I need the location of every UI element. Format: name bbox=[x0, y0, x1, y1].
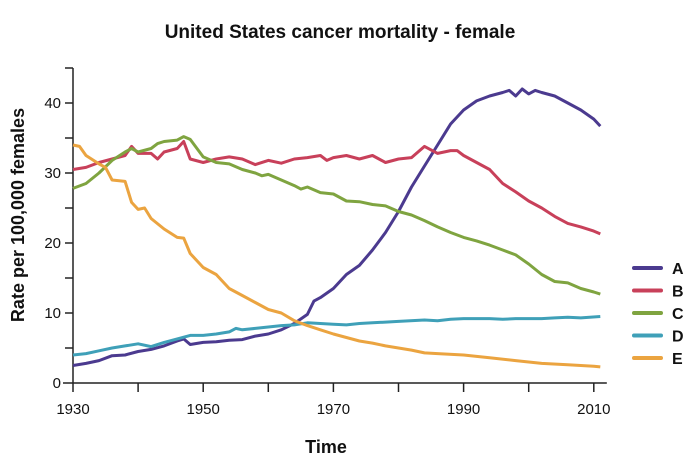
axes: 0 10 20 30 40 1930 1950 1970 1990 2010 bbox=[44, 67, 610, 418]
series-line-a bbox=[72, 87, 602, 367]
x-tick-label: 2010 bbox=[577, 401, 610, 418]
x-tick-label: 1930 bbox=[56, 401, 89, 418]
y-tick-label: 0 bbox=[53, 375, 61, 392]
series-line-b bbox=[72, 140, 601, 236]
legend-label-e: E bbox=[672, 351, 683, 368]
legend-label-b: B bbox=[672, 284, 684, 301]
x-tick-label: 1970 bbox=[317, 401, 350, 418]
legend-label-a: A bbox=[672, 261, 684, 278]
chart-title: United States cancer mortality - female bbox=[165, 22, 516, 43]
y-tick-label: 10 bbox=[44, 305, 61, 322]
legend-label-c: C bbox=[672, 306, 684, 323]
series-line-d bbox=[72, 315, 601, 357]
y-tick-label: 40 bbox=[44, 95, 61, 112]
y-tick-label: 20 bbox=[44, 235, 61, 252]
legend-label-d: D bbox=[672, 329, 684, 346]
y-tick-label: 30 bbox=[44, 165, 61, 182]
series-line-c bbox=[72, 135, 601, 296]
x-tick-label: 1990 bbox=[447, 401, 480, 418]
series-line-e bbox=[72, 143, 601, 369]
x-tick-label: 1950 bbox=[187, 401, 220, 418]
series-lines bbox=[72, 87, 602, 369]
x-axis-label: Time bbox=[305, 437, 347, 457]
y-axis-label: Rate per 100,000 females bbox=[8, 108, 28, 322]
